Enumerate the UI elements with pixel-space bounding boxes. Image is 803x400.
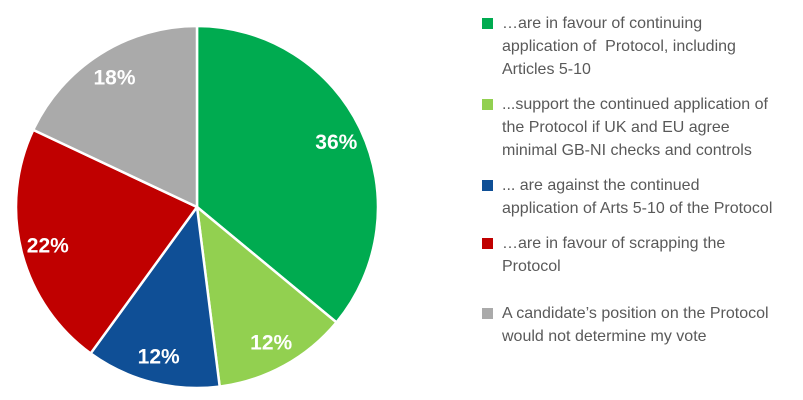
pie-slice-value-label-0: 36% (315, 131, 357, 154)
legend-color-marker-icon (482, 180, 493, 191)
legend-item-label: ... are against the continued applicatio… (502, 177, 773, 217)
pie-chart: 36% 12% 12% 22% 18% (14, 24, 380, 390)
legend-item-2: ... are against the continued applicatio… (482, 174, 792, 220)
pie-slice-2 (89, 205, 221, 390)
legend-item-0: …are in favour of continuing application… (482, 12, 792, 81)
legend-item-label: …are in favour of continuing application… (502, 15, 740, 78)
legend-color-marker-icon (482, 308, 493, 319)
legend-item-label: …are in favour of scrapping the Protocol (502, 235, 730, 275)
legend-color-marker-icon (482, 18, 493, 29)
pie-slice-1 (195, 205, 338, 388)
pie-slice-4 (31, 24, 199, 209)
pie-slice-value-label-4: 18% (93, 66, 135, 89)
legend-item-4: A candidate’s position on the Protocol w… (482, 302, 792, 348)
legend-item-1: ...support the continued application of … (482, 93, 792, 162)
pie-slice-0 (195, 24, 380, 324)
pie-slice-value-label-2: 12% (138, 346, 180, 369)
legend-item-label: ...support the continued application of … (502, 96, 773, 159)
pie-slice-value-label-3: 22% (27, 235, 69, 258)
legend-item-3: …are in favour of scrapping the Protocol (482, 232, 792, 278)
legend-color-marker-icon (482, 99, 493, 110)
legend-item-label: A candidate’s position on the Protocol w… (502, 305, 774, 345)
pie-slice-value-label-1: 12% (250, 331, 292, 354)
legend-color-marker-icon (482, 238, 493, 249)
chart-legend: …are in favour of continuing application… (482, 0, 792, 400)
